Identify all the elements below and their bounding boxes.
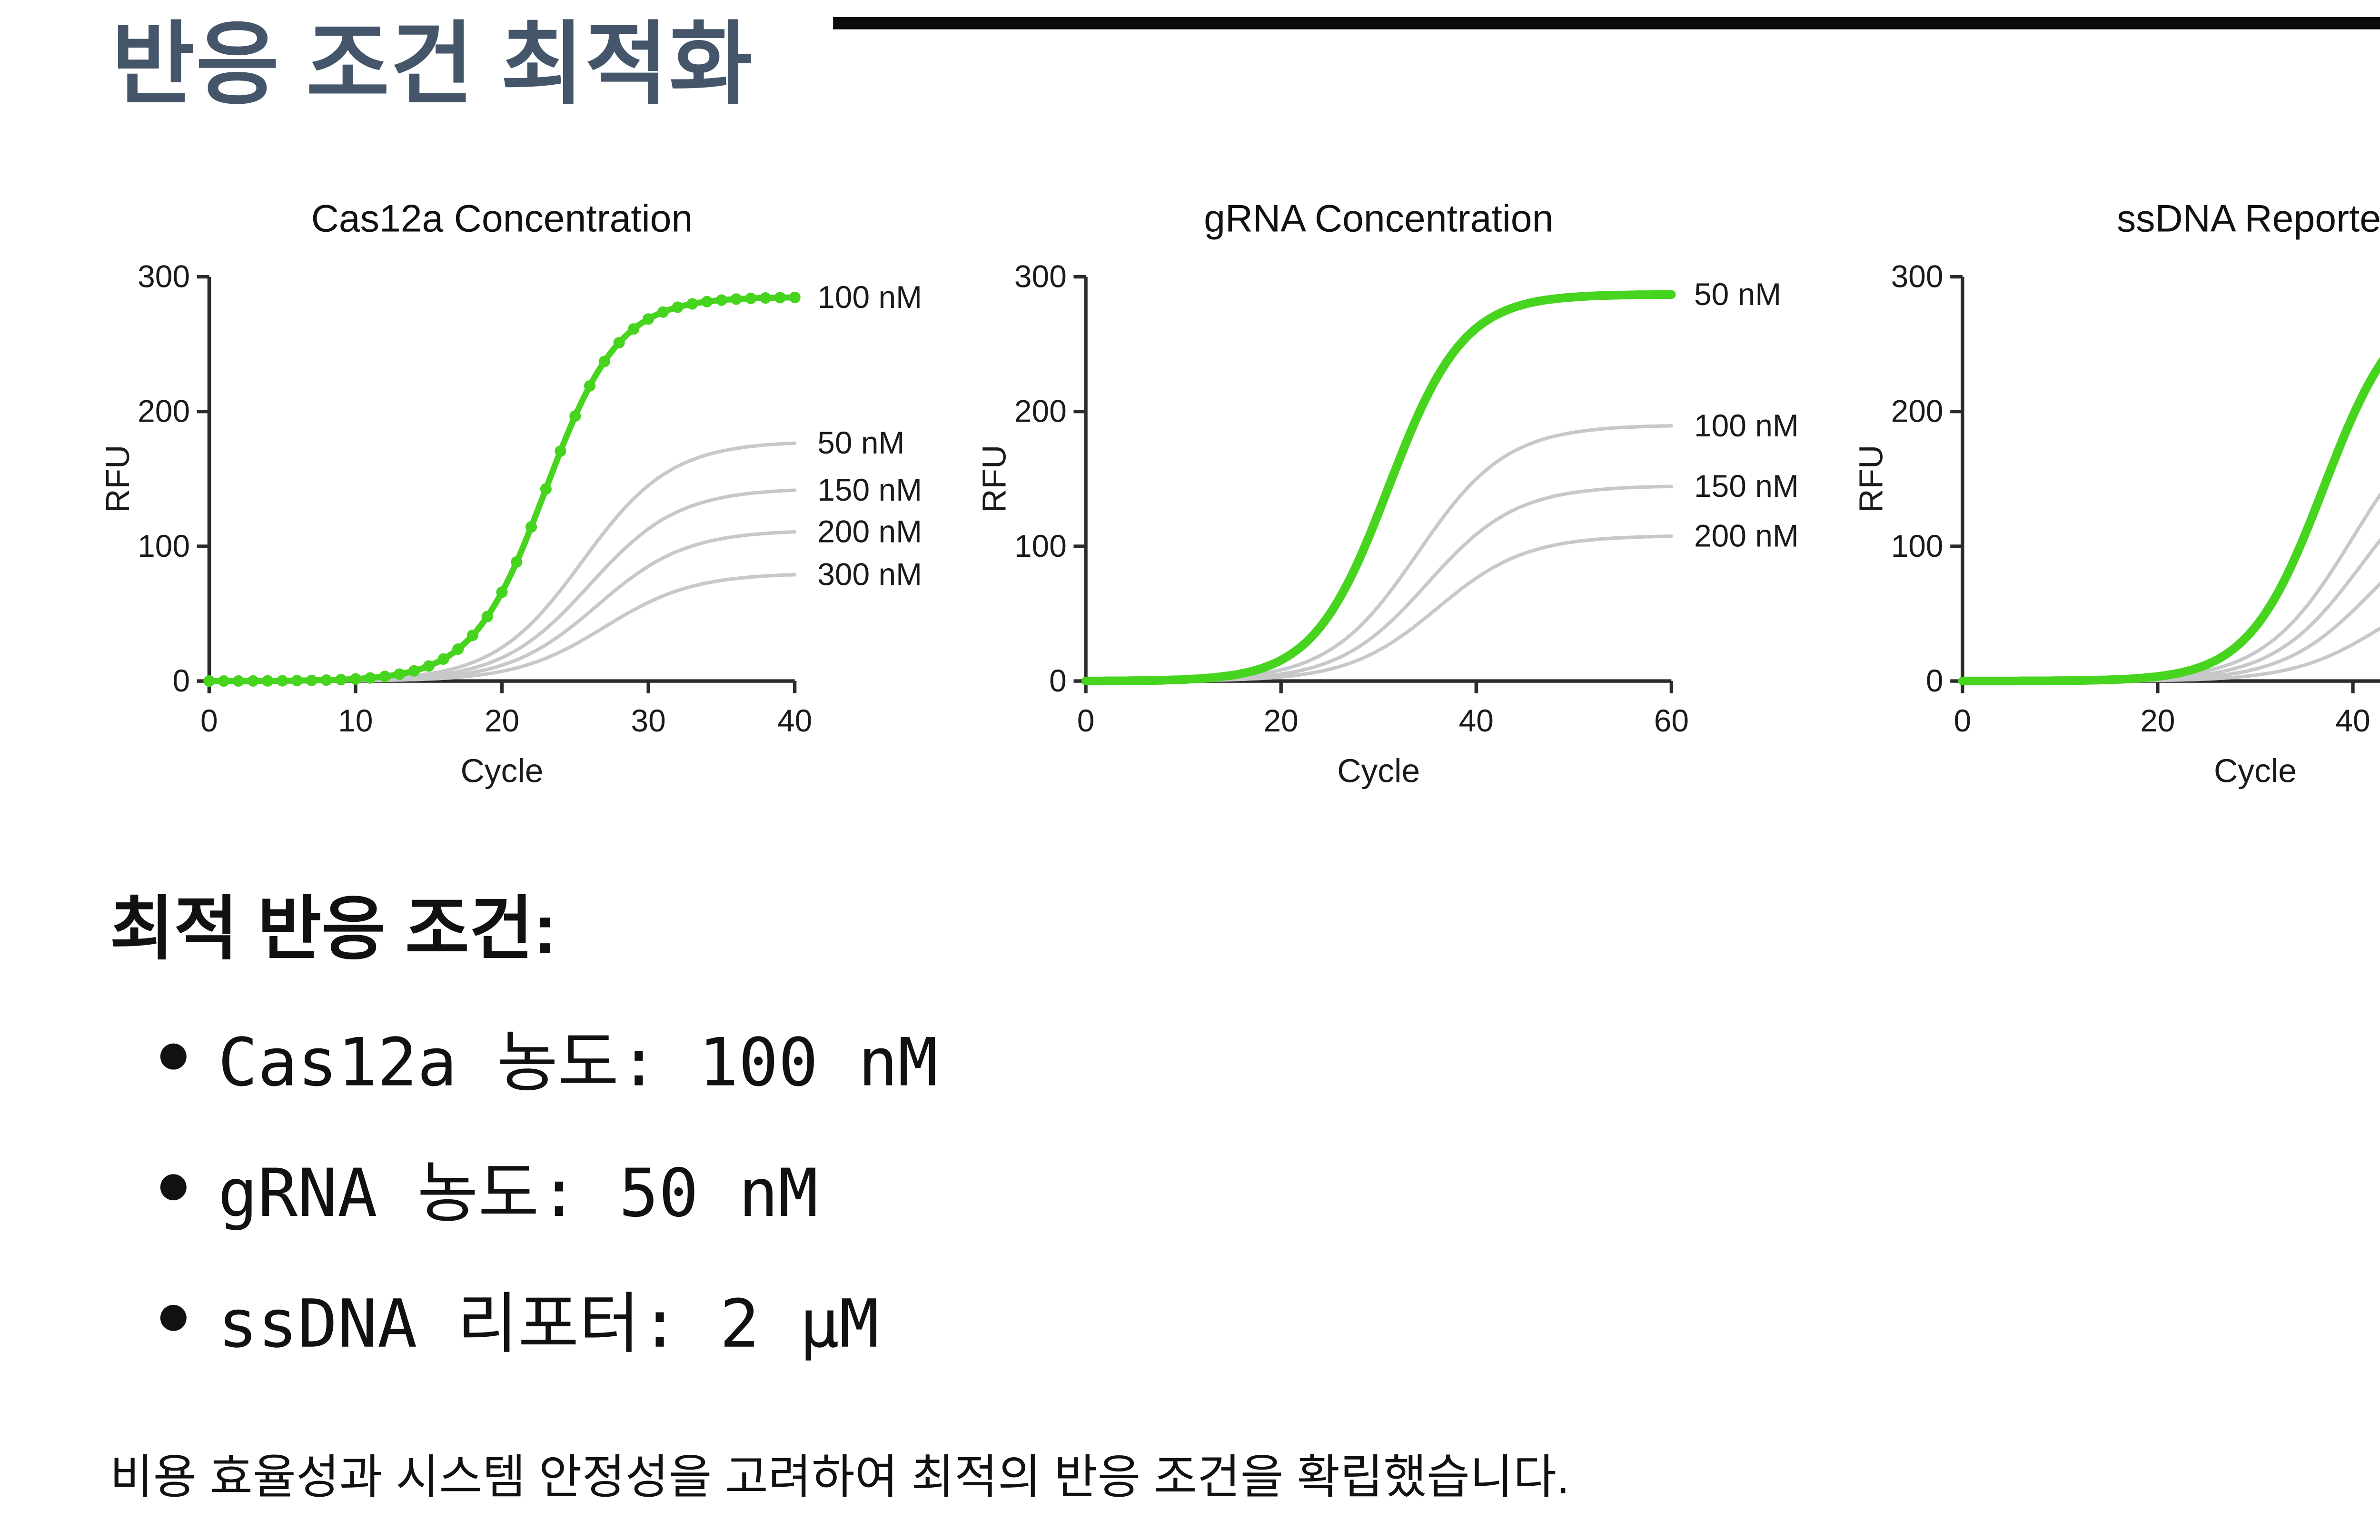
svg-text:200: 200 [1891, 394, 1944, 429]
top-border-bar [833, 17, 2380, 30]
condition-item-grna: gRNA 농도: 50 nM [160, 1140, 2380, 1235]
svg-text:20: 20 [485, 703, 519, 739]
bullet-icon [160, 1044, 187, 1070]
svg-text:0: 0 [1954, 703, 1972, 739]
chart-panel: gRNA Concentration 0 100 200 300 0 20 40 60 RFU Cy… [978, 197, 1840, 803]
series-label: 100 nM [1694, 408, 1799, 443]
svg-text:RFU: RFU [978, 445, 1013, 513]
bullet-icon [160, 1174, 187, 1201]
series-label: 150 nM [1694, 469, 1799, 504]
svg-text:0: 0 [1049, 663, 1067, 699]
svg-text:Cycle: Cycle [1337, 752, 1420, 790]
series-label: 300 nM [817, 557, 922, 592]
svg-text:0: 0 [1077, 703, 1095, 739]
slide: 반응 조건 최적화 Cas12a Concentration 0 100 200 300… [0, 15, 2380, 1540]
condition-item-cas12a: Cas12a 농도: 100 nM [160, 1009, 2380, 1105]
svg-text:RFU: RFU [101, 445, 136, 513]
svg-text:20: 20 [2140, 703, 2175, 739]
svg-text:40: 40 [777, 703, 812, 739]
charts-row: Cas12a Concentration 0 100 200 300 0 10 20 30 40 R… [101, 197, 2380, 803]
condition-text: ssDNA 리포터: 2 µM [218, 1286, 879, 1363]
svg-text:0: 0 [200, 703, 218, 739]
chart-plot: 0 100 200 300 0 10 20 30 40 RFU Cycle 100 nM 50 nM 15… [101, 259, 922, 790]
condition-text: gRNA 농도: 50 nM [218, 1155, 818, 1232]
svg-text:100: 100 [1891, 529, 1944, 564]
condition-item-ssdna: ssDNA 리포터: 2 µM [160, 1270, 2380, 1366]
svg-text:300: 300 [1014, 259, 1067, 294]
series-label: 200 nM [1694, 518, 1799, 553]
svg-text:60: 60 [1654, 703, 1689, 739]
svg-text:30: 30 [631, 703, 665, 739]
svg-text:0: 0 [1926, 663, 1944, 699]
svg-text:RFU: RFU [1854, 445, 1890, 513]
svg-text:20: 20 [1264, 703, 1299, 739]
svg-text:300: 300 [1891, 259, 1944, 294]
svg-text:100: 100 [1014, 529, 1067, 564]
series-label: 150 nM [817, 473, 922, 508]
svg-text:Cycle: Cycle [461, 752, 544, 790]
svg-text:Cycle: Cycle [2214, 752, 2297, 790]
svg-text:40: 40 [2335, 703, 2370, 739]
series-label: 50 nM [1694, 276, 1781, 312]
svg-text:200: 200 [1014, 394, 1067, 429]
svg-text:300: 300 [138, 259, 190, 294]
chart-plot: 01002003000204060RFUCycle2 µM0.5 µM1 µM1… [1854, 259, 2380, 790]
page-title: 반응 조건 최적화 [111, 15, 754, 117]
svg-text:10: 10 [338, 703, 373, 739]
section-title: 최적 반응 조건: [109, 892, 557, 969]
bullet-icon [160, 1305, 187, 1332]
svg-text:0: 0 [172, 663, 190, 699]
series-label: 100 nM [817, 280, 922, 315]
series-label: 50 nM [817, 425, 904, 461]
footer-note: 비용 효율성과 시스템 안정성을 고려하여 최적의 반응 조건을 확립했습니다. [109, 1451, 1570, 1504]
condition-text: Cas12a 농도: 100 nM [218, 1025, 938, 1102]
conditions-list: Cas12a 농도: 100 nM gRNA 농도: 50 nM ssDNA 리… [160, 1009, 2380, 1366]
chart-panel: Cas12a Concentration 0 100 200 300 0 10 20 30 40 R… [101, 197, 963, 803]
series-label: 200 nM [817, 514, 922, 549]
svg-text:40: 40 [1459, 703, 1494, 739]
chart-plot: 0 100 200 300 0 20 40 60 RFU Cycle 50 nM 100 nM 150 … [978, 259, 1799, 790]
chart-title: gRNA Concentration [1204, 197, 1554, 241]
svg-text:200: 200 [138, 394, 190, 429]
chart-panel: ssDNA Reporter01002003000204060RFUCycle2… [1854, 197, 2380, 803]
chart-title: Cas12a Concentration [311, 197, 693, 241]
svg-text:100: 100 [138, 529, 190, 564]
chart-title: ssDNA Reporter [2116, 197, 2380, 241]
